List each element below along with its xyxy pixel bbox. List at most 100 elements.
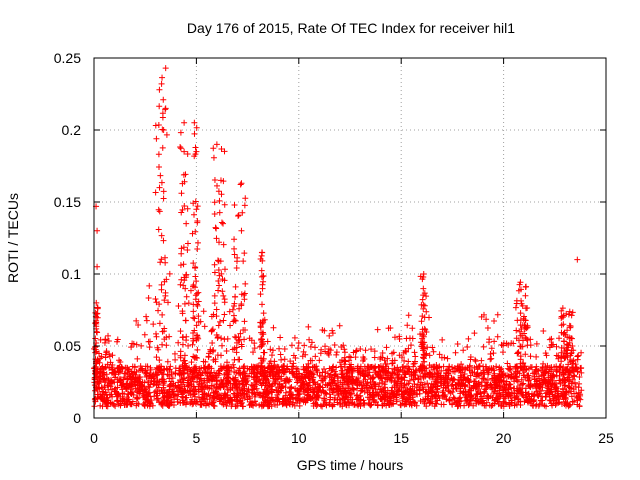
data-point: [395, 367, 402, 374]
data-point: [221, 336, 228, 343]
data-point: [215, 322, 222, 329]
data-point: [250, 349, 257, 356]
data-point: [545, 383, 552, 390]
data-point: [551, 392, 558, 399]
data-point: [270, 324, 277, 331]
data-point: [310, 371, 317, 378]
data-point: [451, 396, 458, 403]
data-point: [332, 371, 339, 378]
data-point: [229, 306, 236, 313]
data-point: [208, 327, 215, 334]
data-point: [488, 402, 495, 409]
data-point: [165, 400, 172, 407]
data-point: [184, 246, 191, 253]
y-tick-label: 0.2: [62, 122, 82, 138]
data-point: [366, 396, 373, 403]
data-point: [126, 399, 133, 406]
data-point: [510, 340, 517, 347]
data-point: [277, 351, 284, 358]
data-point: [340, 342, 347, 349]
data-point: [119, 390, 126, 397]
data-point: [411, 360, 418, 367]
data-point: [295, 391, 302, 398]
data-point: [505, 385, 512, 392]
data-point: [528, 400, 535, 407]
data-point: [160, 127, 167, 133]
data-point: [166, 270, 173, 277]
data-point: [192, 144, 199, 151]
data-point: [193, 370, 200, 377]
data-point: [533, 366, 540, 373]
data-point: [352, 354, 359, 361]
data-point: [179, 180, 186, 187]
data-point: [515, 349, 522, 356]
data-point: [282, 380, 289, 387]
data-point: [278, 356, 285, 363]
data-point: [142, 399, 149, 406]
data-point: [333, 382, 340, 389]
data-point: [214, 182, 221, 189]
data-point: [485, 339, 492, 346]
data-point: [423, 329, 430, 336]
data-point: [293, 374, 300, 381]
data-point: [534, 377, 541, 384]
data-point: [301, 342, 308, 349]
data-point: [423, 308, 430, 315]
data-point: [155, 226, 162, 233]
data-point: [571, 373, 578, 380]
data-point: [100, 389, 107, 396]
data-point: [353, 347, 360, 354]
data-point: [243, 381, 250, 388]
data-point: [525, 378, 532, 385]
data-point: [230, 375, 237, 382]
data-point: [370, 389, 377, 396]
data-point: [233, 334, 240, 341]
data-point: [128, 368, 135, 375]
data-point: [201, 379, 208, 386]
data-point: [102, 354, 109, 361]
data-point: [528, 390, 535, 397]
data-point: [290, 399, 297, 406]
data-point: [94, 329, 101, 336]
data-point: [190, 337, 197, 344]
data-point: [177, 281, 184, 288]
data-point: [288, 342, 295, 349]
data-point: [238, 343, 245, 350]
data-point: [329, 403, 336, 410]
data-point: [371, 397, 378, 404]
data-point: [177, 262, 184, 269]
data-point: [103, 403, 110, 410]
y-tick-label: 0.25: [54, 50, 81, 66]
data-point: [295, 395, 302, 402]
data-point: [241, 368, 248, 375]
data-point: [221, 296, 228, 303]
data-point: [352, 348, 359, 355]
data-point: [155, 151, 162, 158]
data-point: [526, 365, 533, 372]
data-point: [184, 205, 191, 212]
data-point: [337, 359, 344, 366]
data-point: [159, 74, 166, 81]
data-point: [524, 324, 531, 331]
data-point: [258, 335, 265, 342]
data-point: [126, 371, 133, 378]
data-point: [258, 273, 265, 280]
data-point: [491, 338, 498, 345]
data-point: [405, 380, 412, 387]
data-point: [259, 338, 266, 345]
data-point: [289, 370, 296, 377]
data-point: [376, 364, 383, 371]
data-point: [154, 344, 161, 351]
data-point: [538, 376, 545, 383]
data-point: [212, 224, 219, 231]
data-point: [553, 343, 560, 350]
data-point: [167, 383, 174, 390]
data-point: [371, 354, 378, 361]
data-point: [184, 240, 191, 247]
data-point: [329, 367, 336, 374]
data-point: [386, 401, 393, 408]
data-point: [231, 300, 238, 307]
data-point: [108, 377, 115, 384]
data-point: [481, 382, 488, 389]
data-point: [287, 385, 294, 392]
